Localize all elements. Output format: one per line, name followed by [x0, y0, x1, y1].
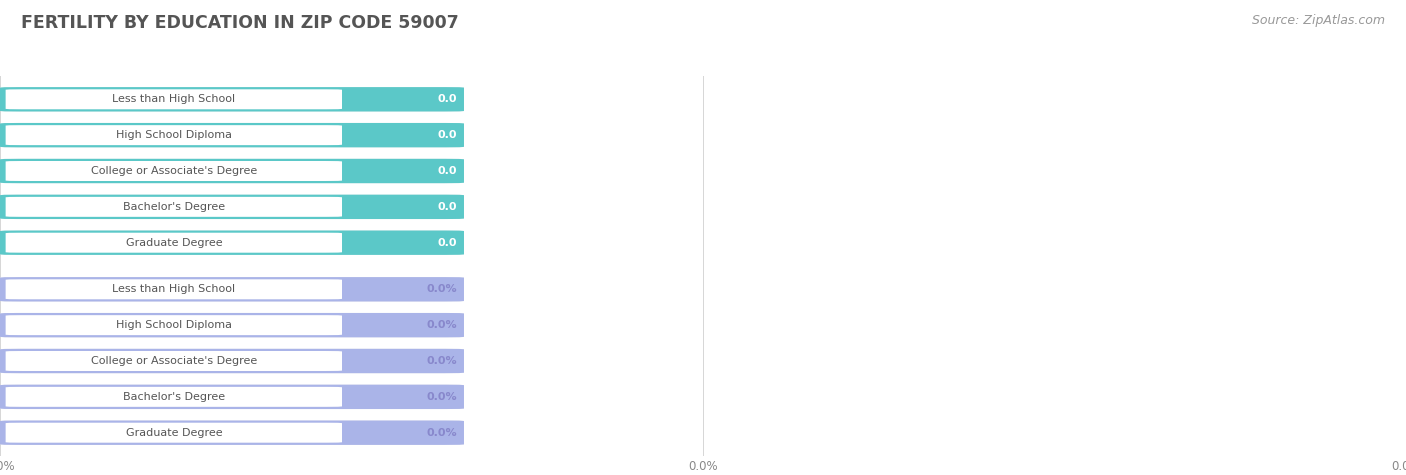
FancyBboxPatch shape — [6, 351, 342, 371]
FancyBboxPatch shape — [0, 87, 464, 112]
Text: High School Diploma: High School Diploma — [115, 130, 232, 140]
Text: 0.0%: 0.0% — [426, 428, 457, 437]
FancyBboxPatch shape — [0, 349, 464, 373]
FancyBboxPatch shape — [6, 315, 342, 335]
FancyBboxPatch shape — [0, 313, 464, 337]
FancyBboxPatch shape — [6, 233, 342, 253]
FancyBboxPatch shape — [0, 159, 464, 183]
Text: High School Diploma: High School Diploma — [115, 320, 232, 330]
FancyBboxPatch shape — [6, 89, 342, 109]
FancyBboxPatch shape — [0, 87, 464, 112]
FancyBboxPatch shape — [6, 197, 342, 217]
Text: College or Associate's Degree: College or Associate's Degree — [91, 166, 257, 176]
FancyBboxPatch shape — [0, 420, 464, 445]
Text: 0.0: 0.0 — [437, 95, 457, 104]
Text: Graduate Degree: Graduate Degree — [125, 238, 222, 247]
Text: FERTILITY BY EDUCATION IN ZIP CODE 59007: FERTILITY BY EDUCATION IN ZIP CODE 59007 — [21, 14, 458, 32]
Text: 0.0%: 0.0% — [426, 285, 457, 294]
Text: Less than High School: Less than High School — [112, 285, 235, 294]
Text: Less than High School: Less than High School — [112, 95, 235, 104]
Text: Bachelor's Degree: Bachelor's Degree — [122, 392, 225, 402]
FancyBboxPatch shape — [0, 123, 464, 147]
Text: 0.0: 0.0 — [437, 166, 457, 176]
FancyBboxPatch shape — [0, 123, 464, 147]
Text: Graduate Degree: Graduate Degree — [125, 428, 222, 437]
FancyBboxPatch shape — [0, 313, 464, 337]
FancyBboxPatch shape — [0, 159, 464, 183]
FancyBboxPatch shape — [0, 420, 464, 445]
FancyBboxPatch shape — [0, 349, 464, 373]
FancyBboxPatch shape — [6, 125, 342, 145]
FancyBboxPatch shape — [0, 230, 464, 255]
FancyBboxPatch shape — [0, 385, 464, 409]
FancyBboxPatch shape — [6, 387, 342, 407]
FancyBboxPatch shape — [0, 385, 464, 409]
FancyBboxPatch shape — [0, 195, 464, 219]
Text: Bachelor's Degree: Bachelor's Degree — [122, 202, 225, 212]
Text: 0.0%: 0.0% — [426, 356, 457, 366]
Text: College or Associate's Degree: College or Associate's Degree — [91, 356, 257, 366]
Text: 0.0: 0.0 — [437, 202, 457, 212]
FancyBboxPatch shape — [0, 195, 464, 219]
FancyBboxPatch shape — [0, 230, 464, 255]
FancyBboxPatch shape — [6, 161, 342, 181]
Text: 0.0: 0.0 — [437, 238, 457, 247]
Text: Source: ZipAtlas.com: Source: ZipAtlas.com — [1251, 14, 1385, 27]
FancyBboxPatch shape — [6, 279, 342, 299]
FancyBboxPatch shape — [0, 277, 464, 302]
Text: 0.0: 0.0 — [437, 130, 457, 140]
Text: 0.0%: 0.0% — [426, 320, 457, 330]
FancyBboxPatch shape — [0, 277, 464, 302]
Text: 0.0%: 0.0% — [426, 392, 457, 402]
FancyBboxPatch shape — [6, 423, 342, 443]
